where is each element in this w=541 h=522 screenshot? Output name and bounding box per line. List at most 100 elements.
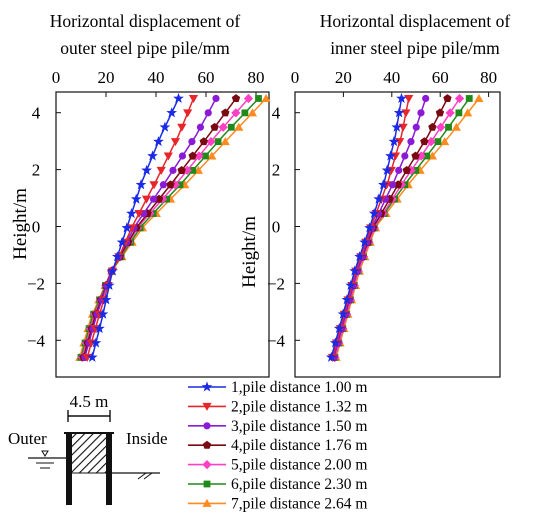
left-data-point: [247, 108, 257, 117]
left-series-5: [77, 93, 254, 362]
right-data-point: [443, 94, 452, 103]
right-data-point: [329, 337, 341, 348]
left-data-point: [204, 109, 212, 117]
legend-marker: [203, 480, 211, 488]
left-plot-area: [55, 91, 271, 378]
right-data-point: [385, 150, 396, 161]
left-data-point: [177, 123, 187, 132]
right-data-point: [474, 93, 484, 102]
left-data-point: [194, 151, 204, 161]
right-series-1: [325, 92, 407, 362]
right-data-point: [465, 95, 473, 102]
left-data-point: [243, 93, 254, 104]
left-series-line: [81, 97, 250, 358]
left-data-point: [173, 92, 184, 104]
right-series-line: [330, 98, 403, 358]
right-data-point: [426, 137, 436, 147]
left-x-tick-labels: 0 20 40 60 80: [52, 68, 265, 87]
right-series-line: [332, 98, 449, 358]
right-plot-area: [294, 91, 501, 378]
legend-marker: [201, 381, 213, 392]
right-y-tick-label: −4: [267, 331, 286, 350]
left-data-point: [196, 123, 205, 131]
left-data-point: [134, 210, 144, 219]
legend-item: 2,pile distance 1.32 m: [188, 398, 367, 415]
left-data-point: [97, 308, 109, 319]
left-x-tick-label: 40: [148, 68, 165, 87]
right-data-point: [412, 123, 420, 131]
right-data-point: [364, 222, 375, 233]
left-data-point: [210, 122, 219, 131]
ground-hatch-2: [143, 472, 153, 480]
left-data-point: [130, 193, 142, 204]
legend-label: 2,pile distance 1.32 m: [231, 398, 367, 415]
right-x-tick-label: 20: [335, 68, 352, 87]
left-data-point: [126, 207, 137, 219]
pile-schematic: 4.5 m Outer Inside: [8, 392, 168, 505]
ground-hatch-1: [137, 472, 147, 480]
right-data-point: [445, 108, 455, 118]
inner-pile: [106, 433, 112, 505]
right-x-tick-label: 0: [291, 68, 300, 87]
right-data-point: [395, 166, 403, 174]
right-data-point: [407, 138, 415, 146]
left-data-point: [170, 138, 181, 147]
right-data-point: [440, 137, 450, 146]
legend-marker: [202, 440, 212, 449]
left-data-point: [100, 294, 112, 305]
left-data-point: [149, 195, 158, 203]
left-series-1: [86, 92, 184, 362]
right-data-point: [463, 108, 473, 117]
left-data-point: [207, 151, 217, 160]
left-data-point: [111, 251, 123, 262]
right-data-point: [391, 121, 403, 132]
left-x-tick-label: 80: [248, 68, 265, 87]
right-y-tick-label: 2: [272, 161, 281, 180]
left-data-point: [147, 150, 158, 161]
legend-marker: [202, 460, 212, 470]
outer-pile: [66, 433, 72, 505]
right-plot-frame: [294, 91, 501, 378]
left-data-point: [116, 236, 128, 247]
left-data-point: [149, 181, 159, 190]
right-data-point: [393, 180, 403, 189]
left-data-point: [188, 138, 196, 146]
right-data-point: [423, 152, 431, 160]
right-series-4: [329, 94, 452, 361]
left-data-point: [166, 180, 175, 189]
outer-label: Outer: [8, 429, 47, 448]
left-data-point: [212, 94, 220, 103]
right-data-point: [337, 308, 349, 319]
left-data-point: [234, 122, 244, 131]
left-y-tick-label: 2: [32, 161, 41, 180]
left-data-point: [107, 265, 118, 276]
right-data-point: [373, 193, 385, 204]
left-data-point: [221, 108, 230, 117]
left-x-tick-label: 0: [52, 68, 61, 87]
left-title-line-2: outer steel pipe pile/mm: [60, 38, 230, 58]
left-data-point: [202, 152, 209, 160]
left-data-point: [163, 152, 173, 161]
right-data-point: [402, 165, 411, 174]
legend-label: 7,pile distance 2.64 m: [231, 495, 367, 512]
right-data-point: [401, 109, 411, 118]
left-data-point: [90, 337, 102, 348]
width-label: 4.5 m: [70, 392, 109, 411]
legend-marker: [203, 422, 211, 430]
left-data-point: [231, 94, 241, 103]
right-y-axis-label: Height/m: [239, 216, 260, 288]
left-y-tick-label: −4: [27, 331, 46, 350]
right-data-point: [388, 181, 397, 189]
right-x-tick-label: 80: [480, 68, 497, 87]
legend-item: 4,pile distance 1.76 m: [188, 437, 367, 454]
right-data-point: [455, 109, 463, 117]
right-data-point: [411, 151, 420, 160]
inside-label: Inside: [126, 429, 168, 448]
right-series-7: [331, 93, 484, 361]
right-data-point: [396, 92, 407, 104]
left-title-line-1: Horizontal displacement of: [50, 11, 241, 31]
legend-item: 3,pile distance 1.50 m: [188, 418, 367, 435]
legend: 1,pile distance 1.00 m 2,pile distance 1.…: [188, 379, 367, 512]
left-data-point: [141, 164, 152, 175]
left-data-point: [121, 222, 133, 233]
